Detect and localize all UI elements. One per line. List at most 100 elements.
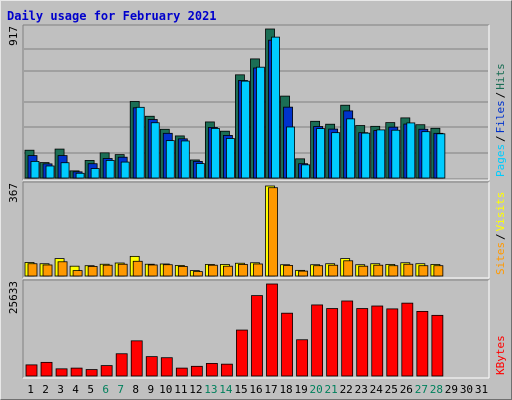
day-label-27: 27 <box>415 383 428 396</box>
bar-pages-day-18 <box>286 126 295 179</box>
bar-pages-day-14 <box>226 138 235 179</box>
bar-pages-day-10 <box>165 140 175 179</box>
day-label-5: 5 <box>87 383 94 396</box>
bar-sites-day-15 <box>238 264 248 277</box>
day-label-8: 8 <box>132 383 139 396</box>
bar-pages-day-20 <box>316 128 326 179</box>
bar-sites-day-5 <box>87 266 98 277</box>
day-label-25: 25 <box>385 383 398 396</box>
bar-kbytes-day-2 <box>40 361 53 377</box>
bar-kbytes-day-10 <box>160 357 173 377</box>
day-label-9: 9 <box>147 383 154 396</box>
day-label-29: 29 <box>445 383 458 396</box>
bar-kbytes-day-25 <box>386 308 399 377</box>
bar-sites-day-3 <box>57 261 68 277</box>
day-label-12: 12 <box>189 383 202 396</box>
day-label-14: 14 <box>219 383 233 396</box>
day-label-17: 17 <box>264 383 277 396</box>
day-label-4: 4 <box>72 383 79 396</box>
bar-pages-day-23 <box>361 132 371 179</box>
bar-pages-day-28 <box>436 133 446 179</box>
day-label-31: 31 <box>475 383 488 396</box>
bar-pages-day-11 <box>180 140 190 179</box>
legend-visits: Visits <box>494 192 507 232</box>
day-label-30: 30 <box>460 383 473 396</box>
bar-kbytes-day-12 <box>190 365 203 377</box>
panel-2-ymax-label: 25633 <box>7 281 20 314</box>
bar-pages-day-22 <box>346 118 356 179</box>
bar-sites-day-22 <box>343 260 354 277</box>
bar-pages-day-13 <box>210 128 220 179</box>
day-label-19: 19 <box>294 383 307 396</box>
day-label-1: 1 <box>27 383 34 396</box>
legend-kbytes: KBytes <box>494 335 507 375</box>
bar-sites-day-26 <box>403 263 414 277</box>
bar-pages-day-15 <box>241 80 250 179</box>
bar-kbytes-day-5 <box>85 369 98 377</box>
bar-kbytes-day-17 <box>266 283 278 377</box>
day-label-3: 3 <box>57 383 64 396</box>
legend-separator: / <box>494 233 507 240</box>
day-label-16: 16 <box>249 383 262 396</box>
bar-kbytes-day-8 <box>130 340 143 377</box>
bar-pages-day-19 <box>301 164 310 179</box>
bar-sites-day-16 <box>253 263 263 277</box>
bar-kbytes-day-24 <box>371 305 384 377</box>
bar-sites-day-18 <box>283 265 293 277</box>
day-label-24: 24 <box>370 383 384 396</box>
bar-sites-day-13 <box>207 264 218 277</box>
day-label-28: 28 <box>430 383 443 396</box>
bar-pages-day-24 <box>376 129 386 179</box>
day-label-10: 10 <box>159 383 172 396</box>
chart-title: Daily usage for February 2021 <box>7 9 217 23</box>
bar-kbytes-day-3 <box>55 368 68 377</box>
bar-sites-day-24 <box>373 264 384 277</box>
bar-pages-day-17 <box>271 36 280 179</box>
bar-pages-day-27 <box>421 131 431 179</box>
day-label-21: 21 <box>325 383 338 396</box>
bar-sites-day-19 <box>298 270 308 277</box>
bar-pages-day-3 <box>60 162 70 179</box>
bar-sites-day-20 <box>313 265 324 277</box>
panel-0-ymax-label: 917 <box>7 26 20 46</box>
day-label-26: 26 <box>400 383 413 396</box>
bar-pages-day-9 <box>150 122 160 179</box>
bar-pages-day-26 <box>406 122 416 179</box>
day-label-20: 20 <box>310 383 323 396</box>
bar-sites-day-1 <box>27 263 38 277</box>
day-label-23: 23 <box>355 383 368 396</box>
bar-kbytes-day-22 <box>341 300 354 377</box>
bar-pages-day-21 <box>331 132 341 179</box>
bar-pages-day-8 <box>135 106 145 179</box>
panel-1-background <box>23 182 489 278</box>
bar-kbytes-day-14 <box>221 363 233 377</box>
bar-pages-day-1 <box>30 161 40 179</box>
bar-pages-day-4 <box>75 172 85 179</box>
bar-kbytes-day-9 <box>145 356 158 377</box>
bar-kbytes-day-1 <box>25 364 38 377</box>
day-label-18: 18 <box>279 383 292 396</box>
bar-kbytes-day-21 <box>326 308 339 377</box>
bar-pages-day-16 <box>256 66 265 179</box>
legend-separator: / <box>494 92 507 99</box>
bar-sites-day-21 <box>328 264 339 277</box>
bar-kbytes-day-28 <box>431 314 444 377</box>
bar-kbytes-day-15 <box>236 329 248 377</box>
bar-pages-day-2 <box>45 165 55 179</box>
bar-kbytes-day-23 <box>356 308 369 377</box>
bar-kbytes-day-20 <box>311 304 324 377</box>
day-label-2: 2 <box>42 383 49 396</box>
bar-sites-day-17 <box>268 187 278 277</box>
bar-pages-day-25 <box>391 129 401 179</box>
bar-pages-day-6 <box>105 160 115 179</box>
bar-kbytes-day-13 <box>205 363 218 377</box>
bar-kbytes-day-19 <box>296 339 308 377</box>
day-label-15: 15 <box>234 383 247 396</box>
panel-1-ymax-label: 367 <box>7 183 20 203</box>
bar-kbytes-day-11 <box>175 367 188 377</box>
bar-pages-day-5 <box>90 168 100 179</box>
bar-kbytes-day-16 <box>251 295 263 377</box>
bar-sites-day-28 <box>433 265 444 277</box>
bar-sites-day-11 <box>177 266 188 277</box>
